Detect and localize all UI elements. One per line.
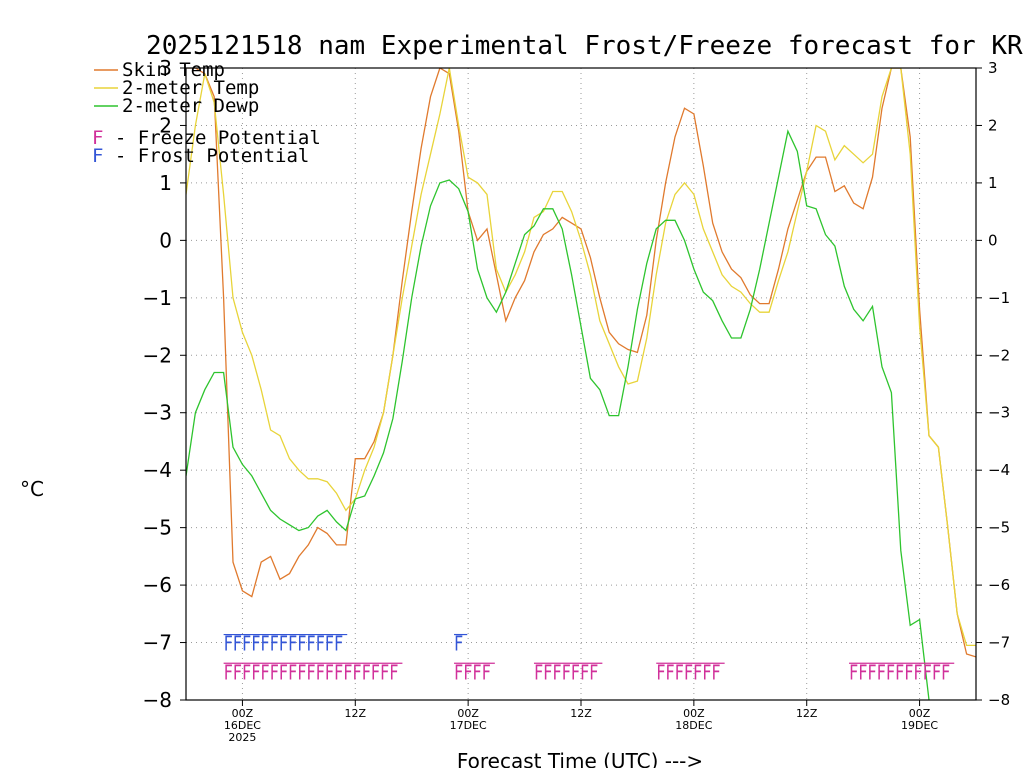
y-tick-label-left: −7 — [143, 631, 172, 655]
y-tick-label-right: 1 — [988, 174, 998, 192]
y-tick-label-left: −1 — [143, 286, 172, 310]
legend-potential-label: - Frost Potential — [103, 145, 309, 167]
legend-potential-mark: F — [92, 145, 103, 167]
y-tick-label-left: 0 — [159, 228, 172, 252]
y-tick-label-right: 3 — [988, 59, 998, 77]
freeze-flag-run: FFFFFFFFFFF — [849, 660, 950, 684]
y-tick-label-right: −8 — [988, 691, 1010, 709]
x-tick-label: 00Z — [457, 707, 479, 720]
x-tick-label: 2025 — [228, 731, 256, 744]
y-tick-label-right: −5 — [988, 519, 1010, 537]
y-tick-label-left: −2 — [143, 343, 172, 367]
series-line-skin-temp — [186, 68, 976, 658]
legend-potential-mark: F — [92, 127, 103, 149]
x-tick-label: 00Z — [909, 707, 931, 720]
freeze-flag-run: FFFFFFFFFFFFFFFFFFF — [224, 660, 399, 684]
y-tick-label-left: 3 — [159, 56, 172, 80]
series-layer — [186, 68, 976, 700]
y-tick-label-left: −4 — [143, 458, 172, 482]
frost-flag-run: F — [454, 632, 463, 656]
y-tick-label-right: −2 — [988, 346, 1010, 364]
y-tick-label-right: 2 — [988, 116, 998, 134]
y-tick-label-right: −7 — [988, 634, 1010, 652]
legend-potential: F - Frost Potential — [92, 145, 309, 167]
freeze-flag-run: FFFF — [454, 660, 491, 684]
series-line-2-meter-dewp — [186, 129, 930, 700]
y-tick-label-right: −1 — [988, 289, 1010, 307]
frost-flag-run: FFFFFFFFFFFFF — [224, 632, 344, 656]
y-tick-label-left: −8 — [143, 688, 172, 712]
y-tick-label-left: −6 — [143, 573, 172, 597]
x-tick-label: 18DEC — [675, 719, 712, 732]
y-axis-right: −8 −7 −6 −5 −4 −3 −2 −1 0 1 2 3 — [976, 59, 1010, 709]
legend-potential: F - Freeze Potential — [92, 127, 321, 149]
y-axis-left: −8 −7 −6 −5 −4 −3 −2 −1 0 1 2 3 — [143, 56, 186, 712]
legend-label: 2-meter Dewp — [122, 95, 259, 117]
legend-label: Skin Temp — [122, 59, 225, 81]
x-tick-label: 12Z — [570, 707, 592, 720]
x-tick-label: 19DEC — [901, 719, 938, 732]
y-tick-label-left: 1 — [159, 171, 172, 195]
freeze-flag-run: FFFFFFF — [534, 660, 598, 684]
y-axis-label: °C — [20, 477, 44, 501]
y-tick-label-left: −3 — [143, 401, 172, 425]
chart-title: 2025121518 nam Experimental Frost/Freeze… — [146, 31, 1024, 61]
series-line-2-meter-temp — [186, 68, 976, 647]
y-tick-label-right: −6 — [988, 576, 1010, 594]
x-tick-label: 12Z — [796, 707, 818, 720]
y-tick-label-left: −5 — [143, 516, 172, 540]
y-tick-label-right: −4 — [988, 461, 1010, 479]
legend-label: 2-meter Temp — [122, 77, 259, 99]
legend-potential-label: - Freeze Potential — [103, 127, 320, 149]
y-tick-label-right: 0 — [988, 231, 998, 249]
x-axis-label: Forecast Time (UTC) ---> — [457, 749, 703, 768]
freeze-flag-run: FFFFFFF — [656, 660, 720, 684]
x-tick-label: 17DEC — [450, 719, 487, 732]
x-tick-label: 16DEC — [224, 719, 261, 732]
x-tick-label: 00Z — [683, 707, 705, 720]
y-tick-label-left: 2 — [159, 113, 172, 137]
x-tick-label: 00Z — [232, 707, 254, 720]
y-tick-label-right: −3 — [988, 404, 1010, 422]
x-tick-label: 12Z — [345, 707, 367, 720]
